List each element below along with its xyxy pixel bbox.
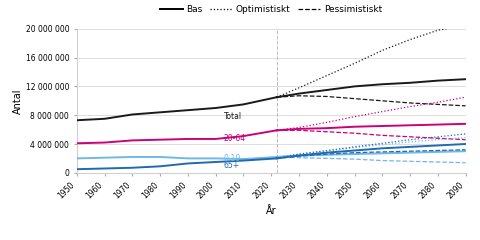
Y-axis label: Antal: Antal [13, 88, 23, 114]
X-axis label: År: År [266, 206, 276, 216]
Text: 0-19: 0-19 [224, 154, 241, 162]
Legend: Bas, Optimistiskt, Pessimistiskt: Bas, Optimistiskt, Pessimistiskt [156, 2, 386, 18]
Text: 20-64: 20-64 [224, 134, 246, 144]
Text: Total: Total [224, 112, 242, 121]
Text: 65+: 65+ [224, 161, 240, 170]
